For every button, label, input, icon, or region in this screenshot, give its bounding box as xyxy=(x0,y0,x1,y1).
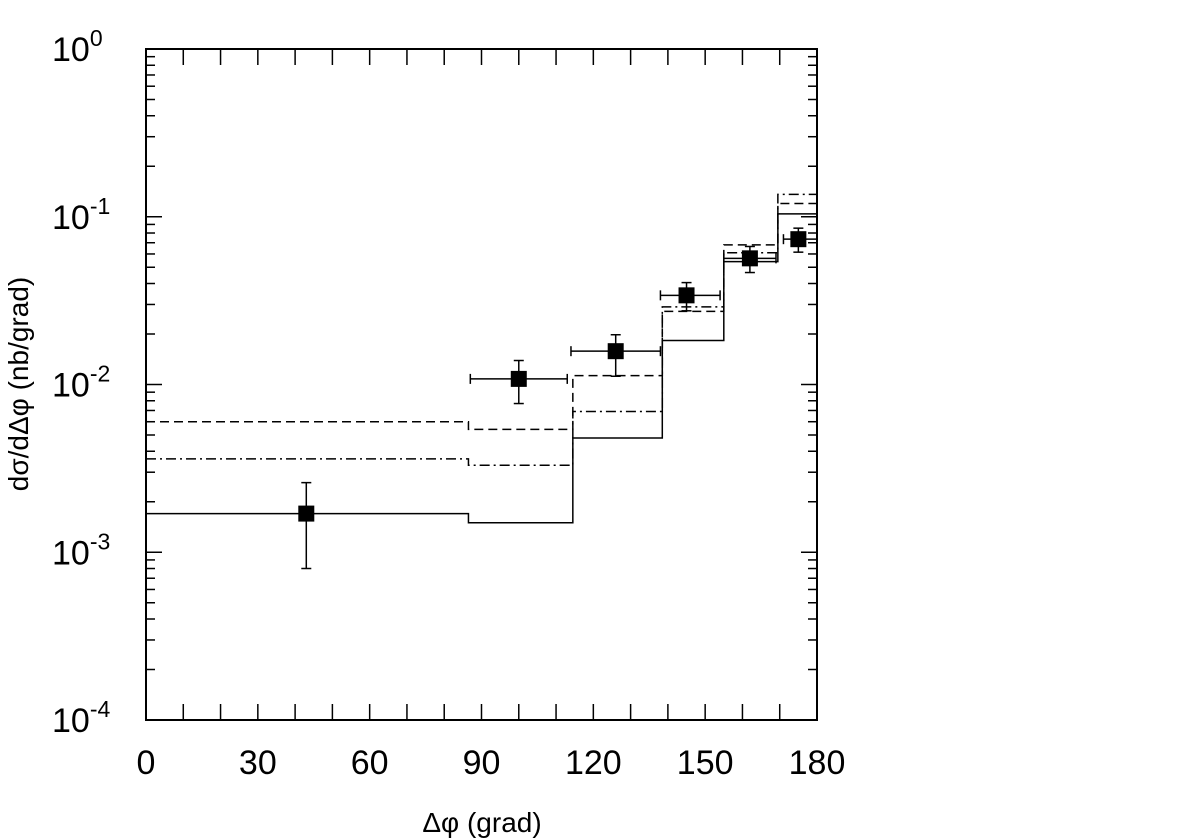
data-point xyxy=(570,333,662,377)
data-point xyxy=(723,245,777,274)
series-layer xyxy=(146,193,817,524)
y-tick-label: 10-2 xyxy=(52,361,110,405)
y-axis-title: dσ/dΔφ (nb/grad) xyxy=(3,277,34,491)
marker-square xyxy=(607,343,624,360)
x-tick-label: 120 xyxy=(565,744,622,782)
y-tick-label: 10-4 xyxy=(52,696,110,740)
x-tick-labels: 0 30 60 90 120 150 180 xyxy=(137,744,846,782)
x-axis-title: Δφ (grad) xyxy=(422,807,541,838)
y-tick-labels: 100 10-1 10-2 10-3 10-4 xyxy=(52,25,110,740)
marker-square xyxy=(741,250,758,267)
y-tick-label: 100 xyxy=(52,25,103,69)
y-tick-label: 10-1 xyxy=(52,193,110,237)
x-tick-label: 90 xyxy=(463,744,501,782)
x-tick-label: 60 xyxy=(351,744,389,782)
marker-square xyxy=(678,287,695,304)
x-tick-label: 30 xyxy=(239,744,277,782)
points-layer xyxy=(298,227,818,570)
x-tick-label: 150 xyxy=(677,744,734,782)
x-tick-label: 180 xyxy=(789,744,846,782)
plot-frame xyxy=(145,48,818,721)
data-point xyxy=(659,281,721,312)
x-tick-label: 0 xyxy=(137,744,156,782)
data-point xyxy=(469,359,568,405)
marker-square xyxy=(510,370,527,387)
data-point xyxy=(298,481,315,570)
y-tick-label: 10-3 xyxy=(52,528,110,572)
marker-square xyxy=(298,505,315,522)
ticks-layer xyxy=(146,49,817,720)
series-solid xyxy=(146,213,817,524)
marker-square xyxy=(790,231,807,248)
series-dash-dot xyxy=(146,193,817,467)
data-point xyxy=(782,227,818,253)
series-dashed xyxy=(146,202,817,431)
